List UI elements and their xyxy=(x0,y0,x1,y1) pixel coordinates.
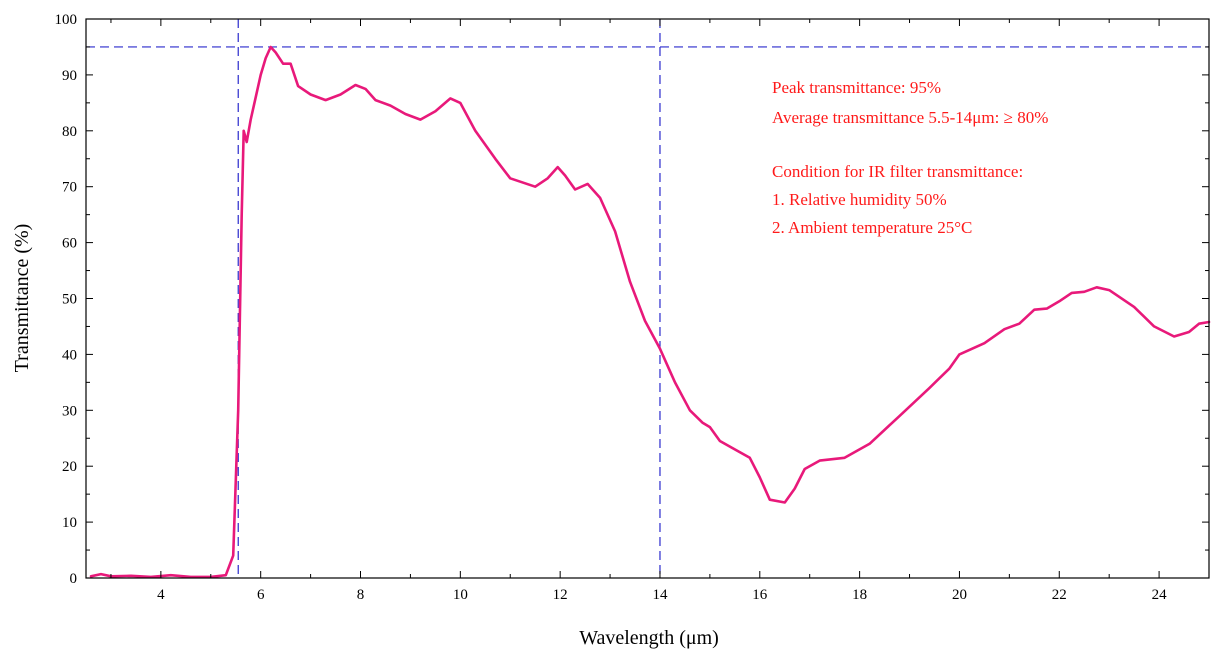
y-tick-label: 40 xyxy=(62,347,77,363)
x-tick-label: 8 xyxy=(357,587,365,603)
x-tick-label: 4 xyxy=(157,587,165,603)
y-tick-label: 80 xyxy=(62,124,77,140)
x-tick-label: 16 xyxy=(752,587,768,603)
annotation-condition-title: Condition for IR filter transmittance: xyxy=(772,162,1023,181)
y-tick-label: 0 xyxy=(70,571,78,587)
annotation-peak: Peak transmittance: 95% xyxy=(772,78,941,97)
annotation-humidity: 1. Relative humidity 50% xyxy=(772,190,947,209)
series-line-0 xyxy=(89,45,1211,579)
x-tick-label: 6 xyxy=(257,587,265,603)
series-group xyxy=(89,45,1211,579)
x-tick-label: 14 xyxy=(652,587,668,603)
x-tick-label: 18 xyxy=(852,587,867,603)
annotation-block: Peak transmittance: 95% Average transmit… xyxy=(772,78,1048,237)
y-tick-label: 10 xyxy=(62,515,77,531)
x-tick-label: 20 xyxy=(952,587,967,603)
x-tick-label: 12 xyxy=(553,587,568,603)
y-tick-label: 30 xyxy=(62,403,77,419)
annotation-average: Average transmittance 5.5-14μm: ≥ 80% xyxy=(772,108,1048,127)
y-tick-label: 20 xyxy=(62,459,77,475)
y-tick-label: 90 xyxy=(62,68,77,84)
y-tick-label: 70 xyxy=(62,180,77,196)
x-tick-label: 10 xyxy=(453,587,468,603)
reference-lines xyxy=(86,19,1209,578)
x-tick-label: 24 xyxy=(1152,587,1168,603)
annotation-temperature: 2. Ambient temperature 25°C xyxy=(772,218,972,237)
y-axis-title: Transmittance (%) xyxy=(11,224,33,373)
x-axis-title: Wavelength (μm) xyxy=(579,627,719,649)
y-tick-label: 100 xyxy=(55,12,78,28)
y-tick-label: 50 xyxy=(62,292,77,308)
x-tick-label: 22 xyxy=(1052,587,1067,603)
x-axis: 4 6 8 10 12 14 16 18 20 22 24 xyxy=(110,19,1210,603)
y-axis: 0 10 20 30 40 50 60 70 80 90 100 xyxy=(55,12,1209,587)
y-tick-label: 60 xyxy=(62,236,77,252)
